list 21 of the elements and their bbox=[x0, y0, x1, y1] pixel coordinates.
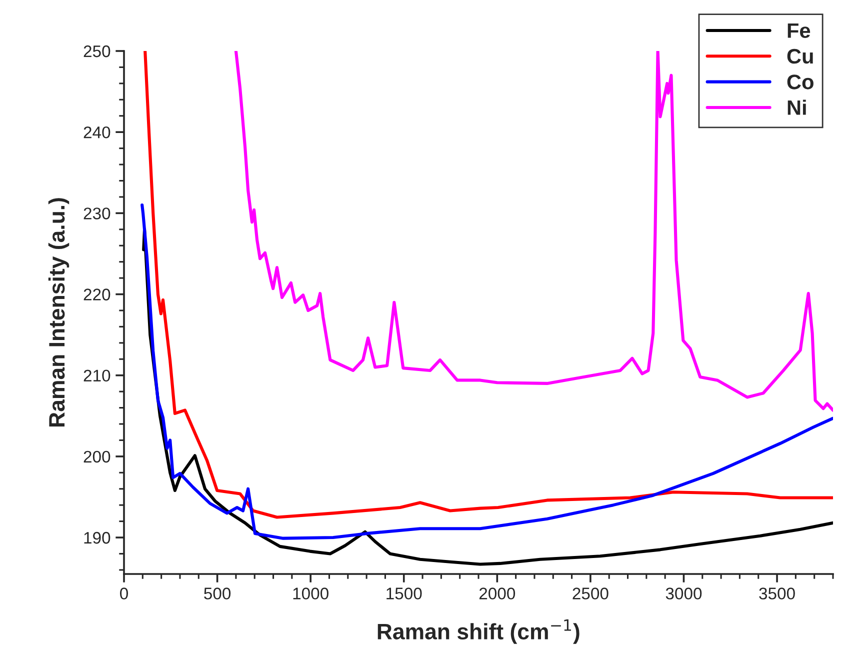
y-tick-label: 250 bbox=[84, 45, 110, 58]
y-tick-label: 210 bbox=[84, 370, 110, 382]
legend-label: Cu bbox=[787, 48, 813, 64]
y-tick-label: 240 bbox=[84, 126, 110, 138]
x-tick-label: 3000 bbox=[666, 588, 702, 600]
x-tick-label: 1000 bbox=[293, 588, 328, 600]
x-tick-label: 1500 bbox=[386, 588, 422, 600]
legend-label: Co bbox=[787, 74, 814, 90]
x-tick-label: 3500 bbox=[759, 588, 795, 600]
y-tick-label: 200 bbox=[84, 450, 110, 463]
x-tick-label: 500 bbox=[204, 588, 231, 600]
x-axis-title: Raman shift (cm$^{−1}$) bbox=[378, 619, 580, 644]
x-tick-label: 2500 bbox=[572, 588, 608, 600]
legend-label: Fe bbox=[788, 23, 810, 38]
y-axis-title: Raman Intensity (a.u.) bbox=[48, 198, 70, 426]
y-tick-label: 220 bbox=[84, 288, 110, 300]
y-tick-label: 230 bbox=[84, 208, 110, 220]
x-tick-label: 0 bbox=[120, 588, 128, 600]
y-tick-label: 190 bbox=[84, 532, 110, 544]
x-tick-label: 2000 bbox=[479, 588, 516, 600]
legend-label: Ni bbox=[788, 100, 806, 115]
